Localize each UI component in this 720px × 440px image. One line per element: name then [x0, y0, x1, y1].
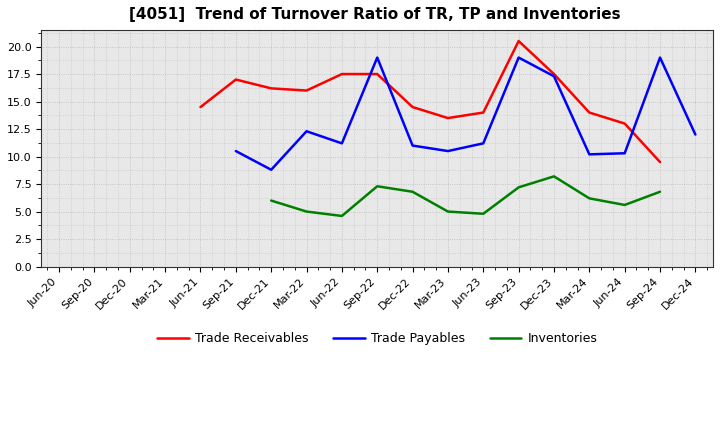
Trade Payables — [373, 55, 382, 60]
Trade Receivables — [196, 104, 204, 110]
Inventories — [479, 211, 487, 216]
Trade Payables — [585, 152, 594, 157]
Trade Receivables — [373, 71, 382, 77]
Inventories — [408, 189, 417, 194]
Inventories — [656, 189, 665, 194]
Line: Trade Receivables: Trade Receivables — [200, 41, 660, 162]
Trade Receivables — [338, 71, 346, 77]
Trade Payables — [514, 55, 523, 60]
Trade Payables — [444, 148, 452, 154]
Line: Inventories: Inventories — [271, 176, 660, 216]
Trade Payables — [232, 148, 240, 154]
Trade Payables — [691, 132, 700, 137]
Inventories — [514, 185, 523, 190]
Trade Receivables — [585, 110, 594, 115]
Inventories — [549, 174, 558, 179]
Trade Receivables — [549, 71, 558, 77]
Trade Receivables — [302, 88, 311, 93]
Trade Receivables — [479, 110, 487, 115]
Trade Receivables — [267, 86, 276, 91]
Trade Receivables — [621, 121, 629, 126]
Text: [4051]  Trend of Turnover Ratio of TR, TP and Inventories: [4051] Trend of Turnover Ratio of TR, TP… — [129, 7, 621, 22]
Inventories — [267, 198, 276, 203]
Trade Payables — [302, 128, 311, 134]
Trade Payables — [656, 55, 665, 60]
Inventories — [444, 209, 452, 214]
Trade Payables — [549, 73, 558, 79]
Inventories — [338, 213, 346, 219]
Inventories — [302, 209, 311, 214]
Legend: Trade Receivables, Trade Payables, Inventories: Trade Receivables, Trade Payables, Inven… — [153, 327, 602, 350]
Trade Receivables — [514, 38, 523, 44]
Trade Receivables — [408, 104, 417, 110]
Inventories — [621, 202, 629, 208]
Inventories — [373, 183, 382, 189]
Trade Receivables — [444, 115, 452, 121]
Trade Receivables — [656, 159, 665, 165]
Line: Trade Payables: Trade Payables — [236, 58, 696, 170]
Trade Payables — [621, 150, 629, 156]
Trade Payables — [408, 143, 417, 148]
Trade Receivables — [232, 77, 240, 82]
Inventories — [585, 196, 594, 201]
Trade Payables — [338, 141, 346, 146]
Trade Payables — [267, 167, 276, 172]
Trade Payables — [479, 141, 487, 146]
